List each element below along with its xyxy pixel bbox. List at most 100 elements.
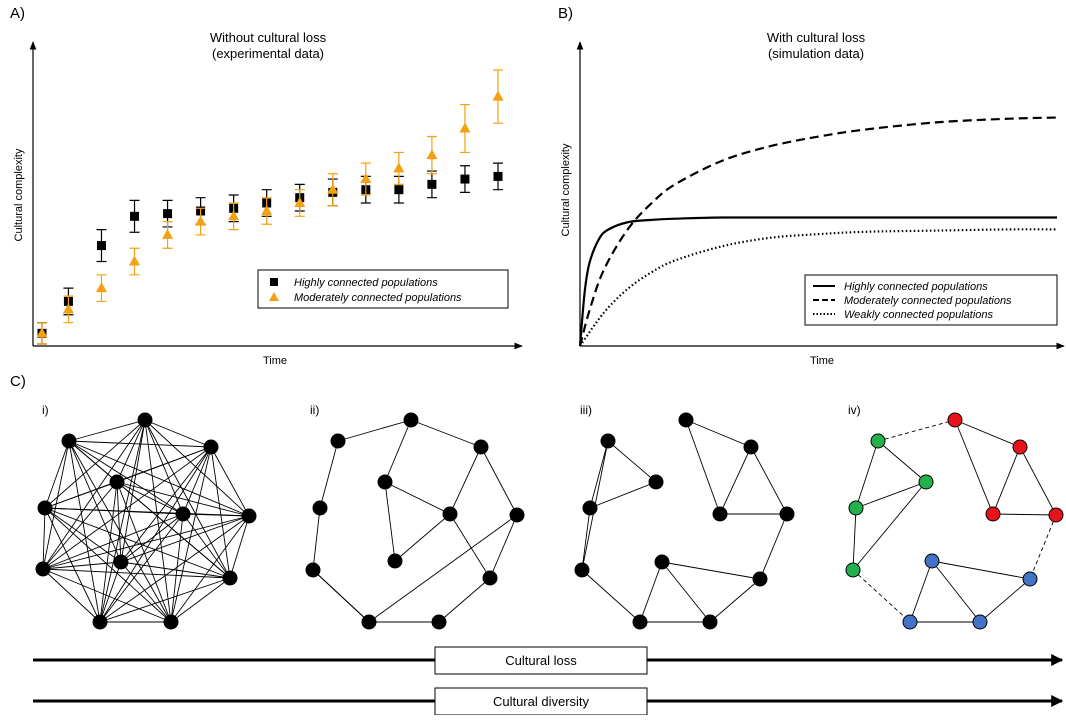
network-edge [116, 481, 172, 623]
network-edge [719, 446, 752, 515]
chart-a-legend-box [257, 269, 509, 309]
network-edge [661, 561, 761, 580]
network-edge [120, 419, 146, 563]
network-edge [42, 507, 46, 570]
network-edge [229, 515, 250, 579]
network-edge [68, 419, 146, 442]
network-edge [368, 514, 518, 623]
network-node [972, 614, 988, 630]
network-edge [170, 513, 184, 623]
chart-a-point-high [394, 185, 404, 195]
network-edge [337, 419, 412, 442]
network-edge [144, 419, 172, 623]
network-edge [42, 515, 250, 570]
network-edge [384, 481, 451, 515]
network-edge [449, 446, 482, 515]
network-node [924, 553, 940, 569]
network-edge [42, 513, 184, 570]
network-edge [750, 446, 788, 515]
network-edge [581, 569, 641, 623]
network-edge [480, 446, 518, 516]
network-node [702, 614, 718, 630]
network-edge [68, 440, 212, 448]
network-node [377, 474, 393, 490]
chart-a-point-moderate [459, 122, 471, 133]
network-edge [44, 440, 70, 509]
network-node [163, 614, 179, 630]
chart-b-legend-moderate: Moderately connected populations [844, 295, 1012, 307]
network-edge [99, 446, 212, 623]
chart-a: Without cultural loss (experimental data… [13, 30, 523, 367]
chart-b-legend-weak: Weakly connected populations [844, 309, 994, 321]
network-node [632, 614, 648, 630]
network-edge [99, 561, 122, 623]
network-edge [607, 440, 657, 483]
network-edge [931, 560, 981, 623]
network-edge [759, 513, 788, 580]
network-edge [709, 578, 761, 623]
network-edge [42, 419, 146, 570]
chart-a-point-moderate [228, 210, 240, 221]
network-edge [144, 419, 250, 517]
panel-a-label: A) [10, 5, 25, 22]
network-nodes [35, 412, 1064, 630]
network-node [985, 506, 1001, 522]
network-edge [44, 419, 146, 509]
network-node [582, 500, 598, 516]
network-node [1048, 507, 1064, 523]
network-node [330, 433, 346, 449]
network-node [431, 614, 447, 630]
network-node [175, 506, 191, 522]
network-i-label: i) [42, 403, 49, 417]
network-node [137, 412, 153, 428]
network-edge [852, 481, 927, 571]
network-ii-label: ii) [310, 403, 319, 417]
chart-a-point-high [427, 179, 437, 189]
network-edge [42, 568, 172, 623]
network-edge [44, 507, 122, 563]
chart-b-x-label: Time [810, 355, 834, 367]
network-diagrams: i) ii) iii) iv) [35, 403, 1064, 630]
cultural-loss-label: Cultural loss [505, 653, 577, 668]
network-edge [42, 568, 101, 623]
chart-a-marks [36, 69, 504, 345]
network-edge [931, 560, 1031, 580]
network-edge [99, 577, 231, 623]
cultural-diversity-label: Cultural diversity [493, 694, 590, 709]
chart-b-line-weak [579, 228, 1058, 347]
network-node [574, 562, 590, 578]
cultural-loss-box [434, 646, 648, 675]
network-edge [384, 419, 412, 483]
network-node [870, 433, 886, 449]
network-edge [979, 578, 1031, 623]
network-node [743, 439, 759, 455]
network-node [61, 433, 77, 449]
chart-b-title: With cultural loss [767, 30, 866, 45]
network-iv-label: iv) [848, 403, 861, 417]
network-edge [489, 514, 518, 579]
network-node [845, 562, 861, 578]
network-edge [99, 515, 250, 623]
network-node [1012, 439, 1028, 455]
network-edge [116, 481, 184, 515]
chart-b-legend-high: Highly connected populations [844, 281, 988, 293]
chart-a-point-moderate [426, 149, 438, 160]
chart-a-point-high [163, 209, 173, 219]
chart-b-lines [578, 116, 1058, 347]
panel-c-label: C) [10, 373, 26, 390]
network-edge [116, 481, 250, 517]
network-edge [42, 440, 70, 570]
network-edge [581, 507, 591, 571]
chart-a-y-label: Cultural complexity [13, 148, 25, 241]
network-edge [42, 568, 231, 579]
chart-a-legend-swatch-high [270, 278, 278, 286]
network-node [509, 507, 525, 523]
network-node [1022, 571, 1038, 587]
chart-a-series-high [37, 162, 503, 345]
network-edge [992, 446, 1021, 515]
network-node [473, 439, 489, 455]
network-node [902, 614, 918, 630]
chart-a-point-high [460, 174, 470, 184]
network-dashed-edge [877, 419, 956, 442]
